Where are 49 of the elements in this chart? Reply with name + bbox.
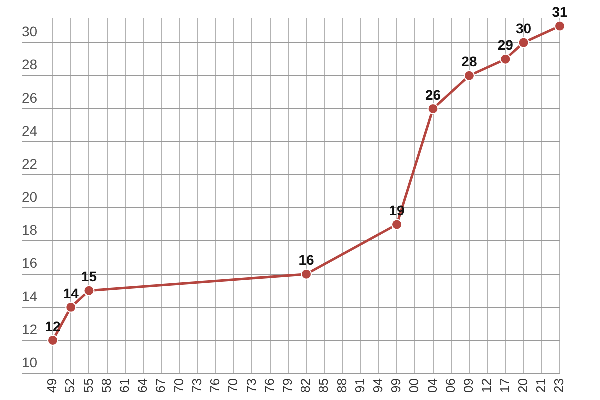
- x-tick-label: 61: [117, 378, 132, 394]
- data-label: 15: [81, 268, 98, 285]
- y-tick-label: 16: [22, 255, 38, 272]
- y-tick-label: 18: [22, 222, 38, 238]
- x-tick-label: 55: [80, 378, 96, 394]
- x-tick-label: 82: [298, 378, 314, 394]
- data-label: 31: [552, 4, 568, 20]
- x-tick-label: 17: [497, 378, 512, 394]
- y-tick-label: 10: [22, 354, 38, 370]
- y-tick-label: 30: [22, 24, 38, 40]
- data-label: 16: [298, 252, 314, 268]
- x-tick-label: 12: [479, 378, 494, 394]
- x-tick-label: 21: [533, 378, 548, 394]
- x-tick-label: 99: [388, 378, 404, 394]
- data-label: 12: [45, 318, 61, 334]
- x-tick-label: 88: [334, 378, 350, 394]
- x-tick-label: 20: [515, 378, 530, 394]
- x-tick-label: 70: [226, 378, 241, 394]
- data-label: 26: [425, 86, 442, 103]
- data-label: 30: [516, 20, 532, 37]
- x-tick-label: 06: [442, 378, 458, 394]
- x-tick-label: 79: [280, 378, 295, 394]
- data-label: 29: [498, 37, 514, 54]
- x-tick-label: 73: [189, 378, 204, 394]
- data-label: 28: [462, 54, 478, 70]
- x-tick-label: 85: [316, 378, 332, 394]
- x-tick-label: 76: [208, 378, 223, 394]
- data-label: 14: [63, 285, 80, 302]
- x-tick-label: 70: [171, 378, 186, 394]
- y-tick-label: 14: [22, 288, 38, 304]
- x-tick-label: 76: [262, 378, 277, 394]
- x-tick-label: 67: [153, 378, 168, 394]
- y-tick-label: 22: [22, 156, 38, 172]
- y-tick-label: 20: [22, 189, 38, 206]
- y-tick-label: 12: [22, 321, 38, 338]
- x-tick-label: 73: [244, 378, 259, 394]
- x-tick-label: 52: [62, 378, 78, 394]
- x-tick-label: 64: [135, 378, 150, 394]
- x-tick-label: 00: [406, 378, 422, 394]
- x-tick-label: 91: [352, 378, 368, 394]
- x-tick-label: 58: [98, 378, 114, 394]
- x-tick-label: 04: [424, 378, 440, 394]
- x-tick-label: 49: [44, 378, 60, 394]
- y-tick-label: 28: [22, 56, 38, 73]
- y-tick-label: 24: [22, 122, 38, 139]
- x-tick-label: 09: [461, 378, 476, 394]
- y-tick-label: 26: [22, 90, 38, 106]
- x-tick-label: 94: [370, 378, 386, 394]
- x-tick-label: 23: [552, 378, 567, 394]
